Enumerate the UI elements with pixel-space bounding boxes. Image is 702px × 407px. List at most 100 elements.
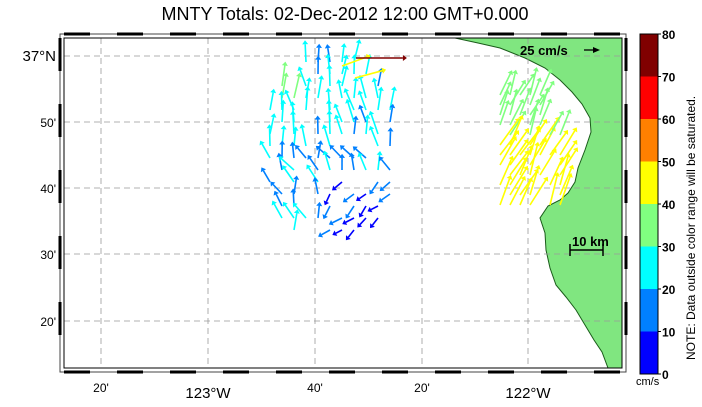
current-vector	[340, 43, 347, 63]
map-frame	[63, 37, 623, 369]
current-vector	[529, 106, 539, 136]
current-vector	[499, 175, 513, 206]
current-vector	[509, 115, 524, 146]
current-vector	[499, 130, 520, 156]
current-vector	[529, 67, 539, 96]
current-vector	[282, 165, 295, 183]
current-vector	[336, 79, 343, 99]
current-vector	[509, 88, 519, 116]
current-vector	[499, 81, 513, 106]
current-vector	[326, 110, 333, 135]
current-vector	[559, 172, 573, 206]
current-vector	[318, 229, 331, 238]
current-vector	[370, 217, 379, 229]
current-vector	[295, 144, 307, 159]
current-vector	[297, 66, 307, 87]
current-vector	[509, 150, 529, 176]
current-vector	[499, 89, 510, 116]
lat-label: 50'	[40, 116, 56, 130]
current-vector	[278, 156, 295, 171]
current-vector	[539, 148, 557, 176]
colorbar-tick-label: 60	[662, 113, 676, 127]
current-vector	[282, 201, 295, 219]
current-vector	[377, 86, 384, 111]
current-vector	[367, 205, 379, 213]
lon-label: 20'	[414, 381, 430, 395]
colorbar-tick-label: 30	[662, 241, 676, 255]
current-vector	[299, 123, 307, 147]
colorbar-segment	[640, 204, 658, 247]
current-vector	[289, 110, 296, 135]
current-vector	[316, 201, 323, 219]
current-vector	[302, 40, 309, 63]
current-vector	[499, 136, 517, 166]
current-vector	[292, 202, 307, 219]
current-vector	[329, 144, 343, 159]
colorbar-tick-label: 10	[662, 326, 676, 340]
current-vector	[539, 98, 553, 126]
lat-label: 20'	[40, 315, 56, 329]
colorbar-tick-label: 50	[662, 156, 676, 170]
current-vector	[332, 229, 343, 236]
current-vector	[292, 126, 299, 147]
current-vector	[293, 72, 302, 99]
current-vector	[339, 153, 346, 171]
current-vector	[529, 137, 547, 166]
coastline-land	[454, 37, 623, 369]
current-vector	[509, 165, 529, 196]
scale-vector-arrow	[584, 47, 600, 53]
colorbar-segment	[640, 289, 658, 332]
current-vector	[358, 104, 367, 123]
current-vector	[539, 68, 553, 96]
current-vector	[529, 98, 541, 126]
current-vector	[317, 75, 325, 99]
current-vector	[352, 76, 359, 99]
current-vector	[259, 140, 271, 159]
current-vector	[269, 113, 277, 135]
current-vector	[273, 190, 283, 207]
lon-label: 122°W	[505, 385, 551, 402]
colorbar-segment	[640, 76, 658, 119]
lon-label: 20'	[93, 381, 109, 395]
current-vector	[333, 114, 343, 135]
grid-lines	[64, 38, 622, 368]
current-vector	[332, 181, 343, 191]
current-vector	[378, 193, 391, 203]
scale-bar	[569, 244, 604, 256]
colorbar-segment	[640, 119, 658, 162]
current-vector	[379, 156, 391, 171]
colorbar-tick-label: 70	[662, 71, 676, 85]
current-vector	[357, 90, 367, 111]
current-vector	[559, 147, 579, 176]
current-vector	[389, 103, 396, 123]
colorbar-segment	[640, 246, 658, 289]
scale-vector-label: 25 cm/s	[520, 43, 568, 58]
lat-label: 37°N	[22, 48, 56, 65]
current-vector	[304, 86, 311, 111]
current-vector	[529, 176, 549, 206]
current-vector	[322, 205, 331, 220]
longitude-labels: 20' 123°W 40' 20' 122°W	[93, 381, 551, 402]
map-title: MNTY Totals: 02-Dec-2012 12:00 GMT+0.000	[161, 4, 529, 24]
current-vector	[293, 209, 300, 231]
current-vector	[509, 98, 525, 126]
current-vector	[499, 100, 511, 126]
current-vector	[529, 141, 541, 176]
lat-label: 40'	[40, 182, 56, 196]
current-vector	[279, 140, 286, 159]
current-vector	[509, 79, 527, 106]
current-vector	[357, 152, 367, 171]
current-vector	[509, 69, 518, 96]
colorbar-segment	[640, 161, 658, 204]
colorbar-segment	[640, 34, 658, 77]
lat-label: 30'	[40, 248, 56, 262]
current-vector	[358, 205, 367, 218]
current-vector	[321, 124, 331, 147]
current-vector	[328, 217, 343, 226]
colorbar-tick-labels: 80 70 60 50 40 30 20 10 0	[658, 28, 676, 382]
current-vector	[369, 181, 379, 195]
current-vector	[352, 146, 367, 159]
current-vector	[364, 114, 371, 135]
current-vector	[509, 139, 529, 166]
